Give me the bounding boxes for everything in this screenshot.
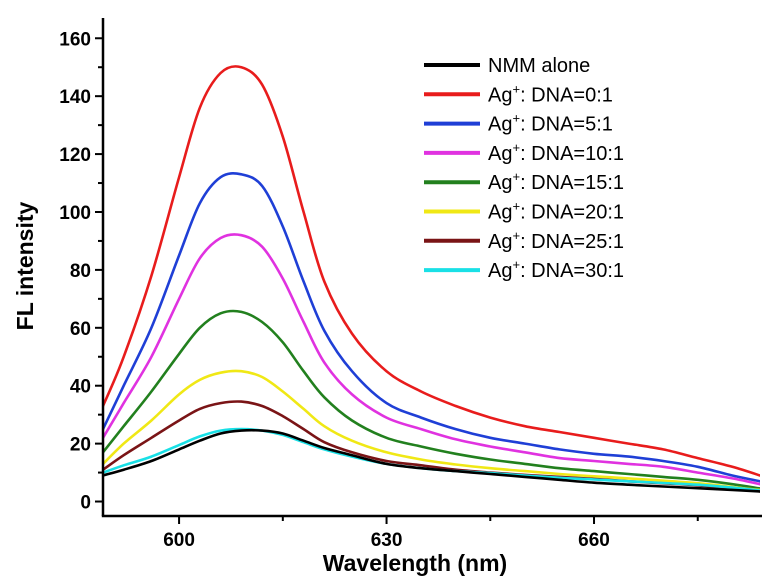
y-tick-label: 80 [70, 261, 91, 282]
y-tick-label: 0 [80, 493, 91, 514]
y-tick-label: 120 [59, 145, 91, 166]
legend-label-4: Ag+: DNA=15:1 [488, 169, 624, 194]
x-axis-label: Wavelength (nm) [323, 550, 507, 576]
y-tick-label: 140 [59, 87, 91, 108]
legend: NMM alone Ag+: DNA=0:1 Ag+: DNA=5:1 Ag+: DN… [424, 55, 624, 282]
legend-label-1: Ag+: DNA=0:1 [488, 81, 613, 106]
series-line-5 [103, 369, 760, 492]
series-line-1 [103, 65, 760, 477]
y-tick-label: 60 [70, 319, 91, 340]
series-layer [103, 65, 760, 493]
series-line-4 [103, 309, 760, 490]
y-tick-label: 40 [70, 377, 91, 398]
x-tick-label: 630 [371, 530, 403, 551]
y-tick-label: 20 [70, 435, 91, 456]
x-tick-label: 660 [578, 530, 610, 551]
y-tick-label: 160 [59, 29, 91, 50]
legend-label-5: Ag+: DNA=20:1 [488, 199, 624, 224]
legend-label-6: Ag+: DNA=25:1 [488, 228, 624, 253]
series-line-0 [103, 428, 760, 493]
y-tick-label: 100 [59, 203, 91, 224]
series-line-2 [103, 172, 760, 483]
x-tick-label: 600 [163, 530, 195, 551]
legend-label-7: Ag+: DNA=30:1 [488, 257, 624, 282]
series-line-3 [103, 233, 760, 486]
legend-label-2: Ag+: DNA=5:1 [488, 111, 613, 136]
axes-layer: 0 20 40 60 80 100 120 140 160 600 630 660 [59, 18, 762, 551]
y-axis-label: FL intensity [12, 201, 38, 330]
legend-label-3: Ag+: DNA=10:1 [488, 140, 624, 165]
legend-label-0: NMM alone [488, 55, 590, 77]
